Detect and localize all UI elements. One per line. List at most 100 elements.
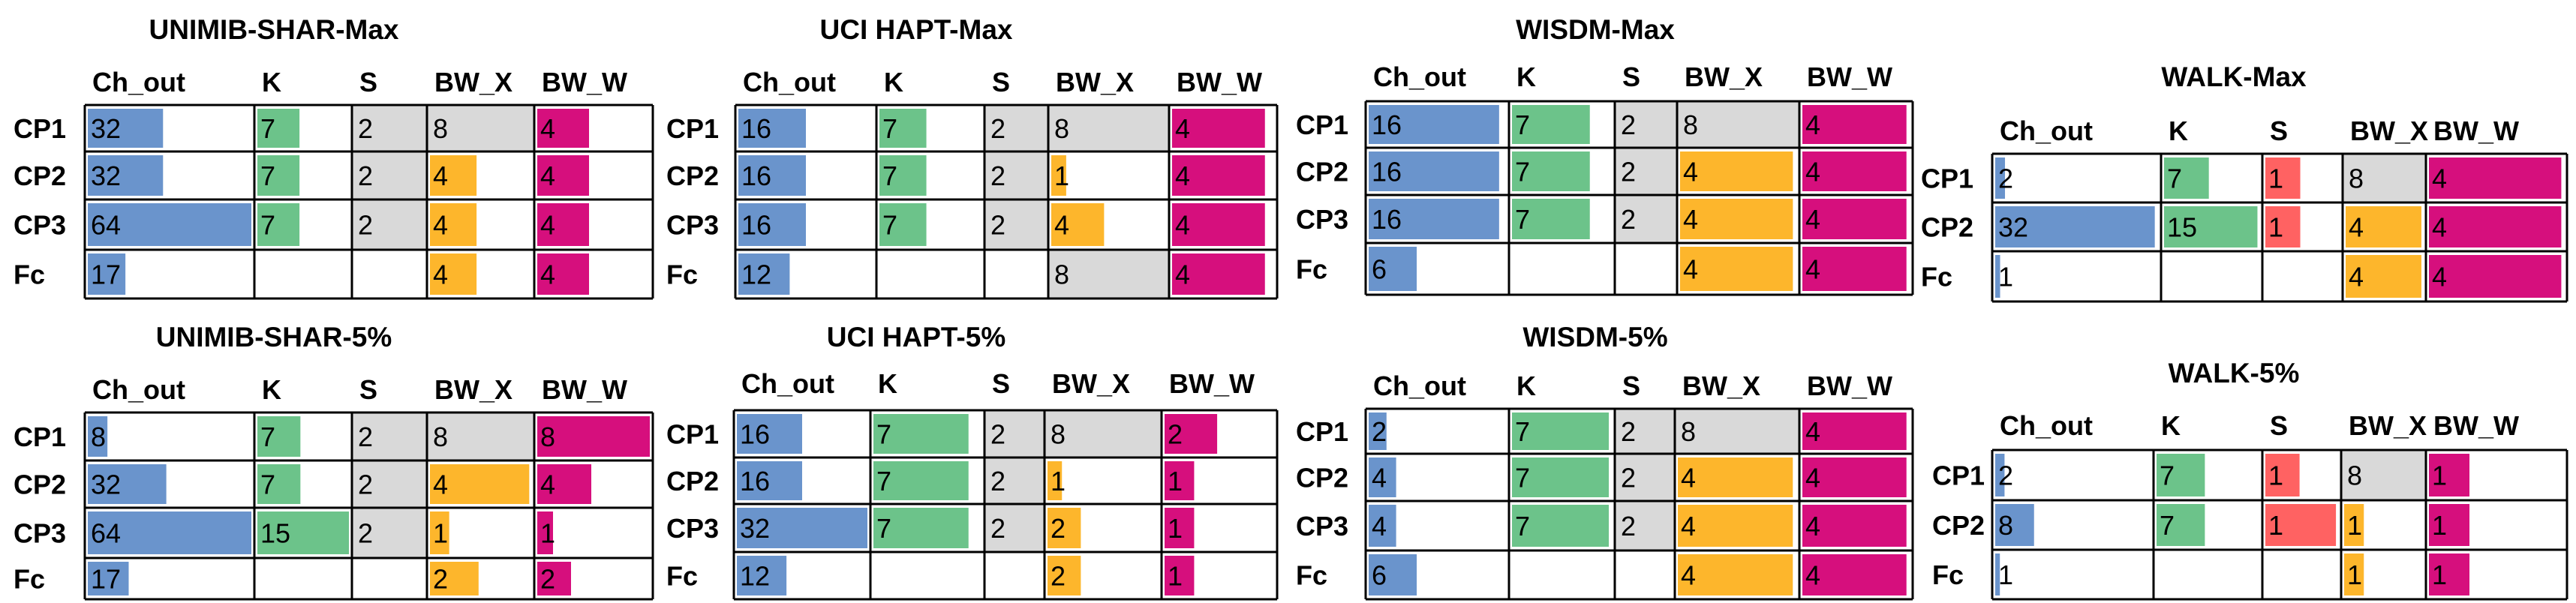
cell-value: 7 [1515,157,1530,188]
bar-bw-w [537,155,589,196]
gray-cell [1615,409,1675,454]
bar-k [257,109,300,148]
cell-value: 2 [1051,513,1066,544]
cell-value: 4 [1681,511,1696,542]
table-title: WISDM-Max [1516,14,1675,45]
cell-value: 2 [358,210,373,241]
bar-ch-out [1995,158,2006,199]
cell-value: 7 [882,210,897,241]
row-label: CP2 [14,470,66,500]
cell-value: 4 [1805,463,1820,494]
column-header-bw-x: BW_X [2349,410,2427,441]
column-header-s: S [359,374,377,405]
bar-bw-x [430,155,477,196]
cell-value: 2 [1372,416,1387,447]
cell-value: 1 [2268,212,2283,243]
column-header-k: K [1516,370,1536,401]
bar-ch-out [1369,247,1417,291]
cell-value: 2 [1621,110,1636,140]
config-table: WALK-Max Ch_out K S BW_X BW_W CP1 2 7 1 8 4 CP2 32 15 1… [1921,62,2568,303]
gray-cell [1615,101,1677,148]
cell-value: 4 [1372,511,1387,542]
column-header-bw-w: BW_W [1169,368,1255,399]
cell-value: 4 [2432,212,2447,243]
cell-value: 4 [540,470,555,500]
column-header-s: S [2270,116,2288,146]
cell-value: 16 [1372,157,1402,188]
bar-bw-x [1048,461,1063,500]
bar-bw-w [537,203,589,246]
row-label: CP1 [1296,110,1348,140]
gray-cell [1045,410,1162,458]
cell-value: 4 [1175,210,1190,241]
bar-bw-x [1051,203,1105,246]
cell-value: 7 [2160,510,2175,541]
cell-value: 4 [1683,204,1698,235]
bar-bw-w [537,464,591,504]
cell-value: 12 [741,260,771,290]
cell-value: 8 [1683,110,1698,140]
row-label: CP2 [1932,510,1985,541]
row-label: CP1 [1932,460,1985,491]
cell-value: 8 [1054,260,1069,290]
cell-value: 1 [1168,561,1183,592]
bar-k [873,461,969,500]
config-table: WISDM-Max Ch_out K S BW_X BW_W CP1 16 7 2 8 4 CP2 16 7… [1296,14,1914,296]
column-header-bw-x: BW_X [1052,368,1130,399]
cell-value: 16 [740,419,770,450]
bar-ch-out [738,109,806,148]
column-header-bw-w: BW_W [542,67,627,98]
bar-bw-w [537,109,589,148]
cell-value: 1 [433,518,448,549]
column-header-ch-out: Ch_out [2000,116,2093,146]
cell-value: 4 [1805,560,1820,591]
cell-value: 7 [260,113,275,144]
cell-value: 4 [540,210,555,241]
row-label: CP3 [666,210,719,241]
gray-cell [1675,409,1799,454]
config-table: WALK-5% Ch_out K S BW_X BW_W CP1 2 7 1 8 1 CP2 8 7 1 1 1 F… [1932,358,2568,601]
column-header-k: K [2169,116,2188,146]
cell-value: 4 [540,260,555,290]
bar-ch-out [88,562,129,596]
cell-value: 2 [1168,419,1183,450]
bar-bw-w [1802,505,1907,547]
gray-cell [2343,154,2426,202]
cell-value: 4 [540,113,555,144]
bar-ch-out [1369,152,1499,191]
cell-value: 4 [2349,262,2364,292]
bar-bw-w [2429,554,2469,596]
gray-cell [2341,450,2426,500]
bar-k [257,416,301,457]
row-label: CP1 [1921,164,1973,194]
bar-bw-w [537,512,553,554]
bar-bw-w [1802,554,1907,596]
cell-value: 7 [1515,416,1530,447]
bar-ch-out [737,508,867,548]
cell-value: 2 [358,518,373,549]
bar-bw-w [1802,105,1907,144]
column-header-ch-out: Ch_out [1373,370,1466,401]
bar-bw-w [1165,556,1195,596]
bar-ch-out [1995,454,2005,496]
bar-bw-w [2429,255,2562,298]
cell-value: 7 [882,113,897,144]
bar-bw-x [430,562,479,596]
bar-s [2265,504,2337,546]
bar-ch-out [1369,199,1499,239]
cell-value: 1 [1054,160,1069,191]
row-label: CP3 [14,210,66,241]
cell-value: 4 [1805,416,1820,447]
gray-cell [352,508,427,558]
gray-cell [1615,501,1675,550]
gray-cell [1048,105,1169,152]
cell-value: 8 [433,113,448,144]
bar-bw-x [1680,199,1793,239]
row-label: Fc [666,561,698,592]
bar-bw-x [430,512,449,554]
cell-value: 32 [1998,212,2028,243]
bar-k [257,203,300,246]
bar-ch-out [1995,255,2000,298]
bar-bw-w [1802,199,1907,239]
cell-value: 4 [2432,262,2447,292]
